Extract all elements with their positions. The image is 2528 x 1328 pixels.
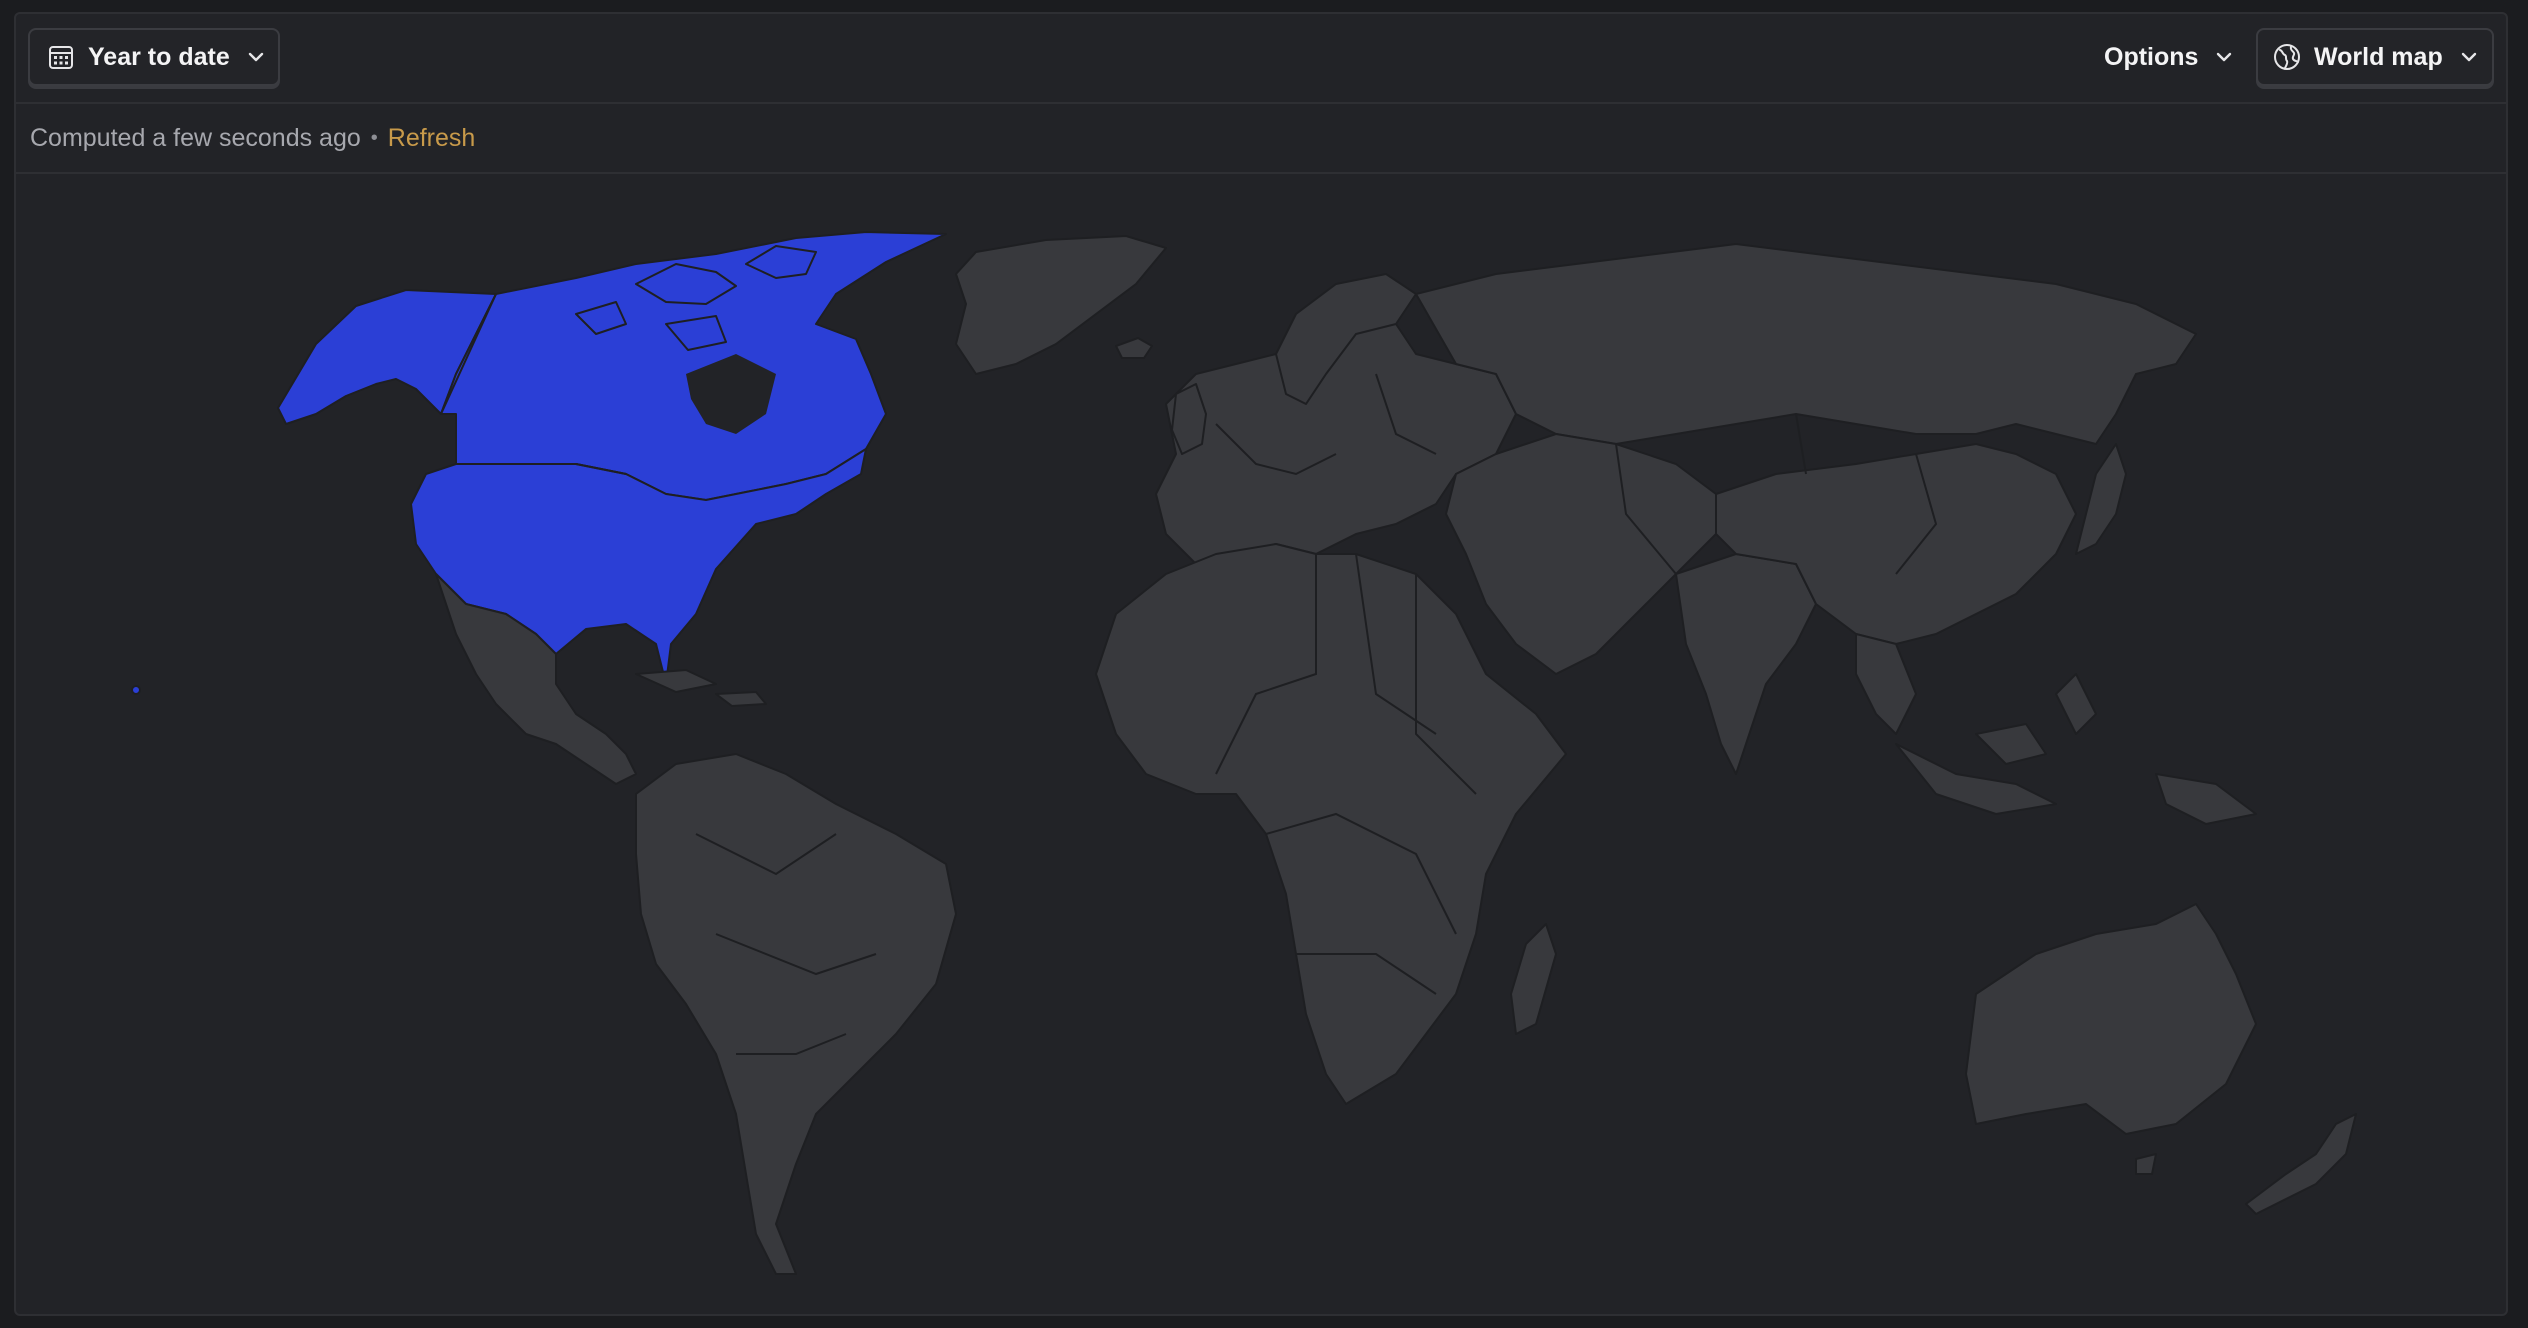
map-region-mexico[interactable] — [435, 573, 637, 785]
date-range-button[interactable]: Year to date — [28, 28, 280, 86]
map-region-hawaii[interactable] — [131, 685, 141, 695]
map-region-tasmania[interactable] — [2135, 1153, 2157, 1175]
toolbar: Year to date Options World map — [16, 14, 2506, 104]
map-region-iceland[interactable] — [1115, 337, 1153, 359]
map-region-new-zealand[interactable] — [2245, 1113, 2357, 1215]
map-region-new-guinea[interactable] — [2155, 773, 2257, 825]
visualization-type-label: World map — [2314, 42, 2443, 71]
map-region-middle-east[interactable] — [1445, 433, 1717, 675]
date-range-label: Year to date — [88, 42, 230, 71]
map-region-southeast-asia[interactable] — [1855, 633, 2097, 815]
chevron-down-icon — [246, 47, 266, 67]
chevron-down-icon — [2214, 47, 2234, 67]
map-borders — [440, 293, 1938, 1055]
map-region-united-kingdom[interactable] — [1171, 383, 1207, 455]
map-region-south-america[interactable] — [635, 753, 957, 1275]
computed-status-text: Computed a few seconds ago — [30, 123, 361, 152]
refresh-link[interactable]: Refresh — [387, 123, 476, 152]
visualization-type-button[interactable]: World map — [2256, 28, 2494, 86]
options-label: Options — [2104, 42, 2199, 71]
map-region-australia[interactable] — [1965, 903, 2257, 1135]
chevron-down-icon — [2459, 47, 2479, 67]
world-map — [16, 174, 2506, 1314]
globe-icon — [2272, 42, 2302, 72]
map-region-caribbean[interactable] — [635, 669, 767, 707]
map-region-india[interactable] — [1675, 553, 1817, 775]
map-region-madagascar[interactable] — [1510, 923, 1557, 1035]
options-button[interactable]: Options — [2090, 28, 2240, 86]
map-region-greenland[interactable] — [955, 235, 1167, 375]
status-separator: • — [370, 126, 378, 149]
computed-status-bar: Computed a few seconds ago • Refresh — [16, 104, 2506, 174]
map-region-scandinavia[interactable] — [1275, 273, 1417, 405]
map-region-canada-islands[interactable] — [575, 245, 817, 351]
map-region-africa[interactable] — [1095, 543, 1567, 1105]
map-region-japan[interactable] — [2075, 443, 2127, 555]
map-region-russia[interactable] — [1415, 243, 2197, 445]
calendar-icon — [46, 42, 76, 72]
insight-panel: Year to date Options World map — [14, 12, 2508, 1316]
